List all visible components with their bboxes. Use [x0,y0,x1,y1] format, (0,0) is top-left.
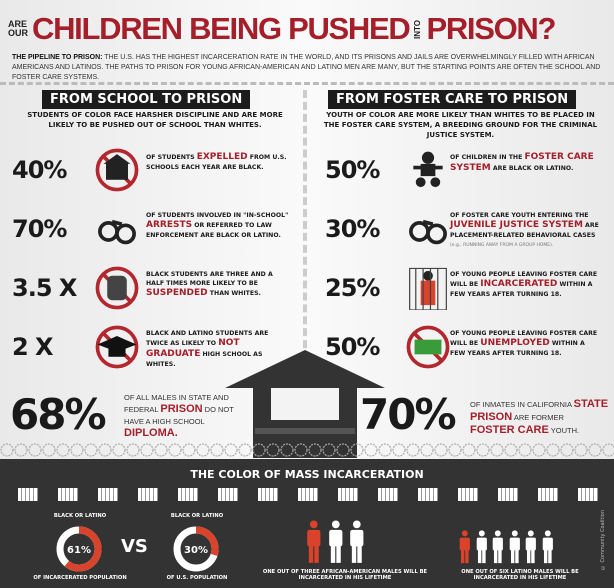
left-desc-0: OF STUDENTS EXPELLED FROM U.S. SCHOOLS E… [146,152,287,171]
prison-bar [458,488,478,501]
right-desc-3: OF YOUNG PEOPLE LEAVING FOSTER CARE WILL… [450,330,598,357]
left-stat-0: 40% [12,156,67,184]
title-main: CHILDREN BEING PUSHED [32,11,411,46]
school-icon [95,148,139,192]
donut-value-arc [173,526,219,572]
people-group-latino [458,530,555,564]
left-stat-1: 70% [12,215,67,243]
prison-bar [378,488,398,501]
prison-bar [418,488,438,501]
donut-label: 61% [67,545,91,556]
left-desc-2: BLACK STUDENTS ARE THREE AND A HALF TIME… [146,271,273,298]
person-icon [526,530,537,564]
person-icon [459,530,470,564]
note: (e.g., RUNNING AWAY FROM A GROUP HOME). [450,243,554,248]
right-desc-1: OF FOSTER CARE YOUTH ENTERING THE JUVENI… [450,212,599,248]
highlight: JUVENILE JUSTICE SYSTEM [450,220,583,230]
prisoner-icon [409,267,447,310]
left-stat-2: 3.5 X [12,274,77,302]
divider [0,82,614,85]
intro-text: THE PIPELINE TO PRISON: THE U.S. HAS THE… [12,53,604,83]
title-into: INTO [413,19,423,39]
right-stat-0: 50% [325,156,380,184]
donut-label: 30% [184,545,208,556]
person-icon [307,520,321,563]
donut1-top-label: BLACK OR LATINO [53,513,107,519]
highlight: EXPELLED [196,152,248,162]
prison-bar [498,488,518,501]
handcuffs-icon [409,219,447,245]
right-stat-1: 30% [325,215,380,243]
title-end: PRISON? [426,11,556,46]
person-icon [509,530,520,564]
right-desc-2: OF YOUNG PEOPLE LEAVING FOSTER CARE WILL… [450,271,598,298]
title-are: ARE [8,19,28,29]
mass-incarceration-panel [0,459,614,588]
right-heading: FROM FOSTER CARE TO PRISON [328,90,577,109]
prison-bar [18,488,38,501]
bottom-right-stat: 70% [360,390,457,439]
prison-bar [258,488,278,501]
person-icon [542,530,553,564]
left-subheading: STUDENTS OF COLOR FACE HARSHER DISCIPLIN… [27,111,283,129]
donut1-bottom-label: OF INCARCERATED POPULATION [33,575,127,581]
bottom-right-desc: OF INMATES IN CALIFORNIA STATE PRISON AR… [470,398,609,436]
people2-text: ONE OUT OF SIX LATINO MALES WILL BE INCA… [461,569,579,581]
mass-title: THE COLOR OF MASS INCARCERATION [190,468,424,481]
donut-us-population: 30% [173,526,219,572]
bottom-left-desc: OF ALL MALES IN STATE AND FEDERAL PRISON… [124,393,234,439]
person-icon [328,520,342,563]
prison-bar [98,488,118,501]
left-desc-3: BLACK AND LATINO STUDENTS ARE TWICE AS L… [146,330,269,368]
highlight: UNEMPLOYED [480,338,550,348]
right-desc-0: OF CHILDREN IN THE FOSTER CARE SYSTEM AR… [450,152,594,173]
prison-bar [218,488,238,501]
left-stat-3: 2 X [12,333,54,361]
graduation-cap-icon [95,325,139,369]
prison-bars-row [18,488,598,501]
right-stat-3: 50% [325,333,380,361]
left-desc-1: OF STUDENTS INVOLVED IN "IN-SCHOOL" ARRE… [146,212,289,239]
highlight: NOT GRADUATE [146,338,240,359]
donut2-top-label: BLACK OR LATINO [170,513,224,519]
intro-label: THE PIPELINE TO PRISON: [12,54,103,61]
highlight: SUSPENDED [146,288,208,298]
vs-label: VS [121,536,148,557]
highlight: INCARCERATED [480,279,558,289]
money-icon [406,325,450,369]
right-stat-2: 25% [325,274,380,302]
title-our: OUR [8,28,28,38]
people-group-african-american [305,520,366,564]
prison-bar [578,488,598,501]
baby-icon [413,151,443,188]
person-icon [492,530,504,564]
bottom-left-stat: 68% [10,390,107,439]
person-icon [350,520,364,563]
barbed-wire [0,442,614,460]
column-divider [303,90,307,360]
prison-bar [58,488,78,501]
donut-incarcerated: 61% [56,526,102,572]
donut2-bottom-label: OF U.S. POPULATION [166,575,228,581]
prison-bar [178,488,198,501]
prison-bar [298,488,318,501]
person-icon [476,530,487,564]
prison-bar [538,488,558,501]
people1-text: ONE OUT OF THREE AFRICAN-AMERICAN MALES … [262,569,428,581]
credit: © Community Coalition [600,510,606,571]
prison-bar [138,488,158,501]
main-title: ARE OUR CHILDREN BEING PUSHED INTO PRISON… [8,11,556,46]
highlight: ARRESTS [146,220,193,230]
highlight: FOSTER CARE SYSTEM [450,152,594,173]
backpack-icon [95,266,139,310]
donut-value-arc [56,526,102,572]
left-heading: FROM SCHOOL TO PRISON [42,90,251,109]
prison-bar [338,488,358,501]
right-subheading: YOUTH OF COLOR ARE MORE LIKELY THAN WHIT… [323,111,598,139]
handcuffs-icon [98,219,136,245]
intro-body: THE U.S. HAS THE HIGHEST INCARCERATION R… [12,54,601,81]
